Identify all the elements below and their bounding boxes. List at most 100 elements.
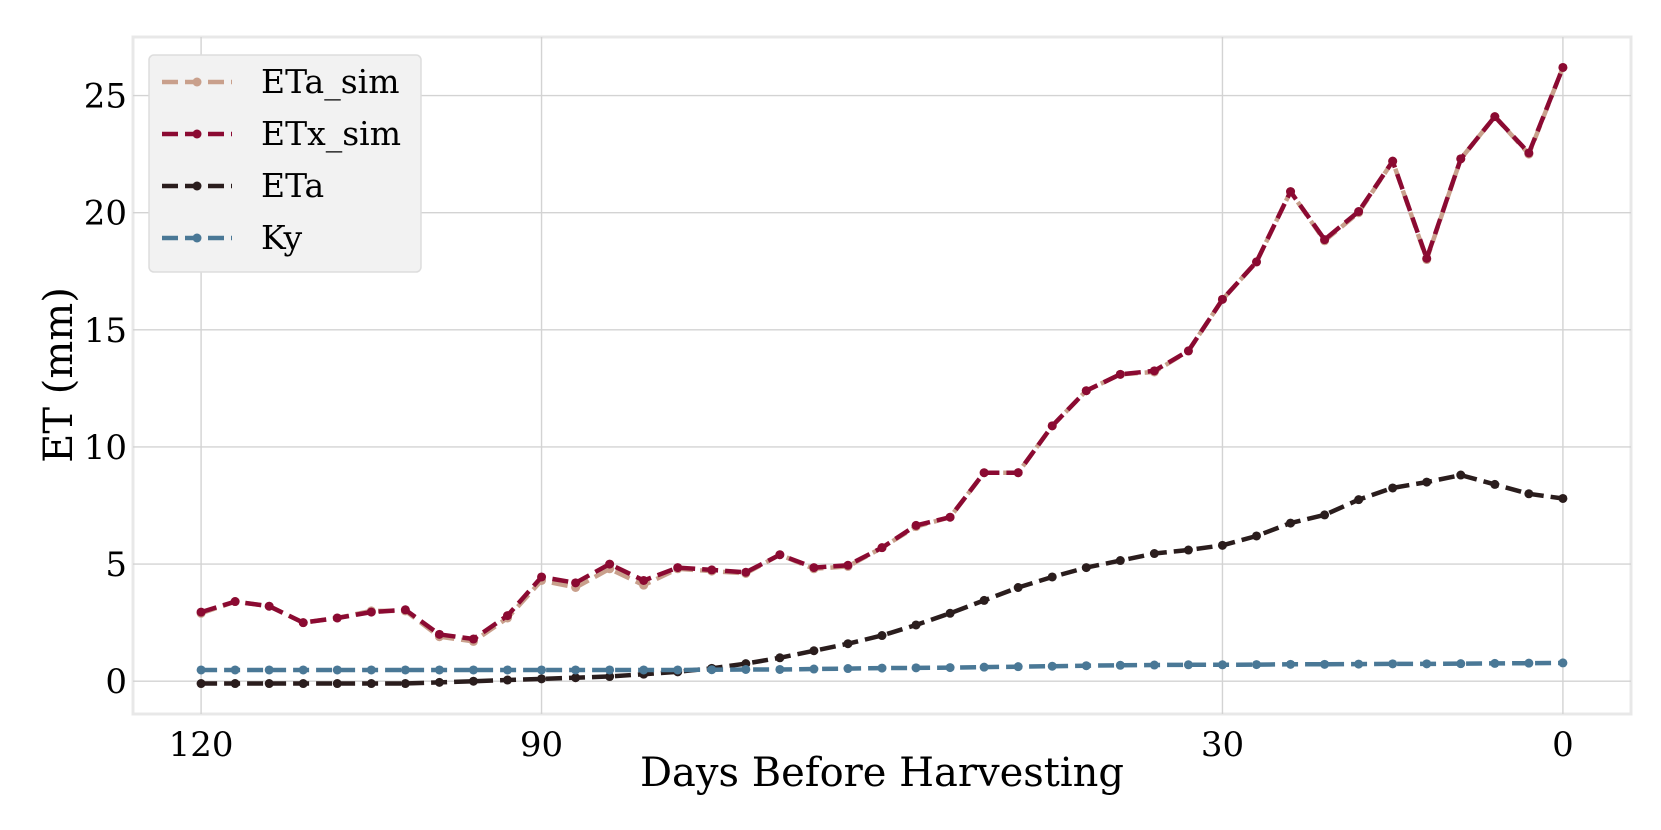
data-point — [503, 665, 512, 675]
data-point — [1047, 421, 1057, 431]
data-point — [1081, 563, 1091, 573]
data-point — [1320, 659, 1330, 669]
data-point — [1558, 493, 1568, 503]
legend-box — [148, 54, 422, 273]
data-point — [1149, 549, 1159, 559]
data-point — [741, 567, 751, 577]
data-point — [1047, 661, 1057, 671]
data-point — [196, 607, 206, 617]
data-point — [1490, 112, 1500, 122]
data-point — [911, 663, 921, 673]
data-point — [230, 597, 240, 607]
data-point — [1456, 659, 1466, 669]
data-point — [945, 663, 955, 673]
data-point — [843, 664, 853, 674]
legend-item: ETx_sim — [162, 114, 401, 154]
data-point — [400, 679, 410, 689]
data-point — [264, 665, 274, 675]
legend-marker — [192, 77, 202, 87]
x-tick-label: 120 — [169, 725, 234, 765]
data-point — [809, 646, 819, 656]
data-point — [571, 673, 581, 683]
data-point — [1524, 658, 1534, 668]
data-point — [1252, 257, 1261, 267]
x-tick-label: 30 — [1201, 725, 1244, 765]
data-point — [366, 679, 376, 689]
data-point — [1286, 187, 1296, 197]
data-point — [945, 512, 955, 522]
data-point — [468, 665, 478, 675]
x-tick-label: 0 — [1552, 725, 1574, 765]
data-point — [1456, 470, 1466, 480]
data-point — [1081, 386, 1091, 396]
data-point — [843, 639, 853, 649]
y-tick-label: 5 — [105, 545, 127, 585]
data-point — [1354, 207, 1364, 217]
series-ky — [196, 658, 1568, 675]
data-point — [196, 679, 206, 689]
data-point — [537, 572, 547, 582]
y-tick-label: 0 — [105, 662, 127, 702]
data-point — [1047, 572, 1057, 582]
data-point — [1183, 660, 1193, 670]
legend-label: ETx_sim — [261, 114, 401, 154]
series-line — [201, 472, 1564, 686]
data-point — [1252, 660, 1261, 670]
data-point — [1217, 660, 1227, 670]
data-point — [1388, 156, 1398, 166]
data-point — [1388, 483, 1398, 493]
legend-label: ETa_sim — [261, 62, 400, 102]
data-point — [1115, 660, 1125, 670]
y-tick-label: 15 — [84, 311, 127, 351]
data-point — [1252, 531, 1261, 541]
y-tick-label: 25 — [84, 77, 127, 117]
data-point — [298, 665, 308, 675]
data-point — [332, 679, 342, 689]
data-point — [230, 665, 240, 675]
data-point — [298, 679, 308, 689]
data-point — [1320, 235, 1330, 245]
series-layer — [196, 62, 1568, 689]
data-point — [1490, 479, 1500, 489]
data-point — [1558, 658, 1568, 668]
legend-item: ETa_sim — [162, 62, 400, 102]
legend-marker — [192, 233, 202, 243]
data-point — [911, 520, 921, 530]
series-etx-sim — [196, 62, 1568, 644]
data-point — [503, 611, 512, 621]
data-point — [1183, 545, 1193, 555]
data-point — [468, 634, 478, 644]
data-point — [707, 665, 717, 675]
data-point — [673, 665, 683, 675]
data-point — [877, 543, 887, 553]
data-point — [1422, 659, 1432, 669]
data-point — [196, 665, 206, 675]
data-point — [1286, 659, 1296, 669]
data-point — [1081, 661, 1091, 671]
data-point — [639, 665, 649, 675]
data-point — [911, 620, 921, 630]
data-point — [979, 468, 989, 478]
legend-label: ETa — [261, 166, 324, 205]
data-point — [1217, 294, 1227, 304]
data-point — [877, 663, 887, 673]
data-point — [1320, 510, 1330, 520]
data-point — [400, 605, 410, 615]
tick-labels: 120 90 30 0 0 5 10 15 20 25 — [84, 77, 1574, 765]
data-point — [366, 607, 376, 617]
data-point — [605, 665, 615, 675]
data-point — [605, 559, 615, 569]
y-axis-title: ET (mm) — [36, 287, 82, 463]
data-point — [809, 664, 819, 674]
data-point — [1388, 659, 1398, 669]
legend-item: ETa — [162, 166, 324, 205]
data-point — [298, 618, 308, 628]
data-point — [1013, 583, 1023, 593]
legend-label: Ky — [261, 218, 303, 257]
data-point — [1558, 62, 1568, 72]
data-point — [1183, 346, 1193, 356]
data-point — [979, 595, 989, 605]
data-point — [1115, 556, 1125, 566]
data-point — [571, 578, 581, 588]
data-point — [605, 672, 615, 682]
